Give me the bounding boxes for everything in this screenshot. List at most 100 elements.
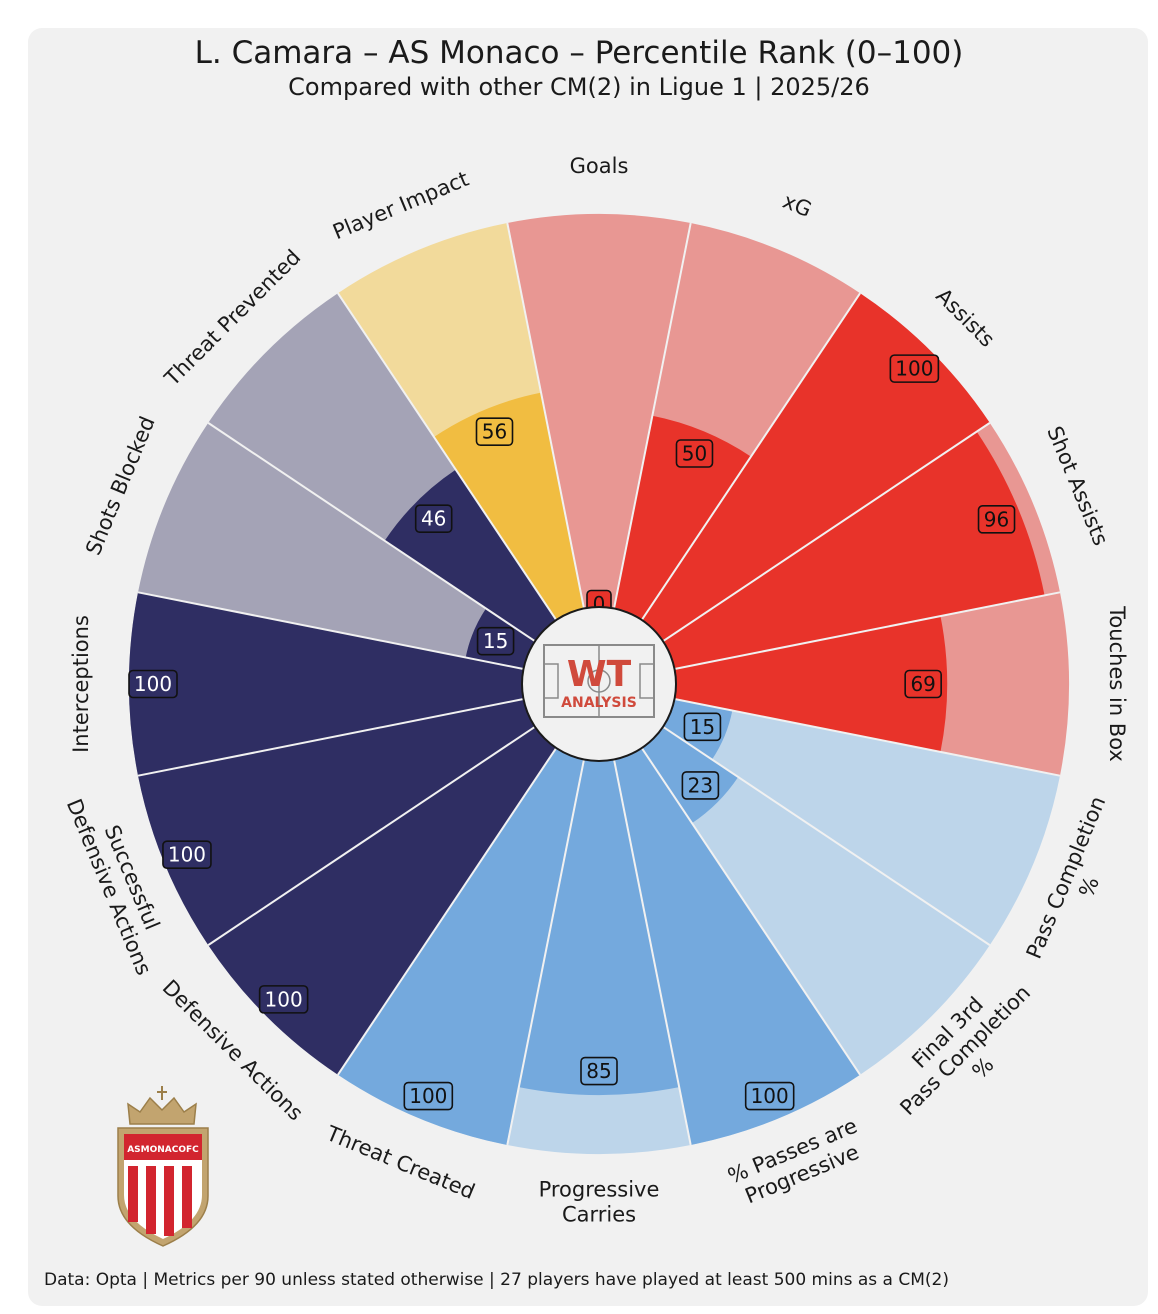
value-label-text: 56 xyxy=(482,420,507,444)
divider-line xyxy=(137,591,524,670)
metric-label-threat-created: Threat Created xyxy=(322,1121,478,1204)
value-label-box xyxy=(744,1081,795,1111)
divider-line xyxy=(674,591,1061,670)
value-label-text: 50 xyxy=(682,441,707,465)
value-label-shot-assists: 96 xyxy=(977,505,1016,534)
metric-label-line: Progressive xyxy=(539,1178,660,1202)
wedge-dividers xyxy=(137,222,1061,1146)
metric-label-shots-blocked: Shots Blocked xyxy=(81,413,160,559)
value-label-interceptions: 100 xyxy=(128,669,178,699)
value-label-text: 100 xyxy=(265,987,303,1011)
value-label-threat-created: 100 xyxy=(403,1081,454,1111)
bar-touches-in-box xyxy=(674,616,948,752)
metric-label-touches-in-box: Touches in Box xyxy=(1105,605,1129,762)
value-label-box xyxy=(414,504,453,533)
divider-line xyxy=(613,759,692,1146)
value-label-box xyxy=(162,840,212,869)
bg-wedge-goals xyxy=(507,214,691,609)
divider-line xyxy=(613,222,692,609)
divider-line xyxy=(640,292,861,621)
bg-wedge-pass-completion xyxy=(663,699,1060,946)
value-label-box xyxy=(904,669,942,699)
value-label-text: 15 xyxy=(483,629,508,653)
bar-successful-defensive-actions xyxy=(138,699,535,946)
value-label-progressive-carries: 85 xyxy=(580,1056,618,1086)
metric-label-line: Threat Created xyxy=(322,1121,478,1204)
value-label-box xyxy=(675,439,714,468)
metric-label-line: Touches in Box xyxy=(1105,605,1129,762)
divider-line xyxy=(337,292,558,621)
value-label-text: 96 xyxy=(984,507,1009,531)
logo-wt-text: WT xyxy=(567,654,632,695)
value-label-touches-in-box: 69 xyxy=(904,669,942,699)
value-label-box xyxy=(128,669,178,699)
bar-threat-created xyxy=(337,748,584,1145)
crest-text: ASMONACOFC xyxy=(127,1145,199,1155)
value-label-box xyxy=(977,505,1016,534)
footer-note: Data: Opta | Metrics per 90 unless state… xyxy=(44,1270,949,1290)
bar-progressive-carries xyxy=(518,759,680,1096)
value-label-box xyxy=(681,771,720,800)
value-label-text: 15 xyxy=(690,715,715,739)
bar-player-impact xyxy=(433,392,584,620)
metric-label-line: Player Impact xyxy=(329,167,472,245)
as-monaco-crest: ASMONACOFC xyxy=(117,1086,209,1247)
value-label-pass-completion: 15 xyxy=(683,712,722,742)
metric-label-xg: xG xyxy=(779,189,815,222)
divider-line xyxy=(207,725,536,946)
metric-label-shot-assists: Shot Assists xyxy=(1042,423,1113,549)
divider-line xyxy=(506,222,585,609)
metric-label-line: Goals xyxy=(570,154,629,178)
value-label-box xyxy=(475,417,514,447)
value-label-assists: 100 xyxy=(889,354,940,383)
metric-label-line: Carries xyxy=(562,1203,636,1227)
value-label-text: 23 xyxy=(688,773,713,797)
divider-line xyxy=(337,747,558,1076)
logo-analysis-text: ANALYSIS xyxy=(561,695,637,711)
bg-wedge-final-3rd-pass-completion xyxy=(641,726,990,1075)
value-label-threat-prevented: 46 xyxy=(414,504,453,533)
value-label-box xyxy=(889,354,940,383)
value-label-box xyxy=(258,985,309,1014)
value-label-text: 85 xyxy=(586,1059,611,1083)
value-label-successful-defensive-actions: 100 xyxy=(162,840,212,869)
chart-subtitle: Compared with other CM(2) in Ligue 1 | 2… xyxy=(288,73,870,101)
divider-line xyxy=(207,422,536,643)
divider-line xyxy=(662,725,991,946)
value-label-final-3rd-pass-completion: 23 xyxy=(681,771,720,800)
value-label-text: 100 xyxy=(895,357,933,381)
value-label-box xyxy=(476,626,515,656)
value-label-shots-blocked: 15 xyxy=(476,626,515,656)
value-label-xg: 50 xyxy=(675,439,714,468)
divider-line xyxy=(662,422,991,643)
divider-line xyxy=(674,698,1061,777)
metric-label-interceptions: Interceptions xyxy=(69,615,93,753)
value-label-box xyxy=(683,712,722,742)
metric-label-line: xG xyxy=(779,189,815,222)
metric-label-assists: Assists xyxy=(931,284,999,352)
value-label-defensive-actions: 100 xyxy=(258,985,309,1014)
value-label-passes-are-progressive: 100 xyxy=(744,1081,795,1111)
value-label-text: 46 xyxy=(421,507,446,531)
bar-interceptions xyxy=(128,592,524,776)
value-label-text: 100 xyxy=(134,672,172,696)
value-label-text: 100 xyxy=(168,843,206,867)
value-label-text: 69 xyxy=(910,672,935,696)
bar-shot-assists xyxy=(663,431,1045,669)
value-label-box xyxy=(580,1056,618,1086)
metric-label-player-impact: Player Impact xyxy=(329,167,472,245)
value-label-player-impact: 56 xyxy=(475,417,514,447)
bg-wedge-shots-blocked xyxy=(138,422,535,669)
metric-label-line: Shots Blocked xyxy=(81,413,160,559)
value-label-box xyxy=(403,1081,454,1111)
divider-line xyxy=(506,759,585,1146)
metric-label-line: Interceptions xyxy=(69,615,93,753)
divider-line xyxy=(137,698,524,777)
value-label-text: 100 xyxy=(409,1084,447,1108)
bar-passes-are-progressive xyxy=(614,748,861,1145)
metric-label-goals: Goals xyxy=(570,154,629,178)
divider-line xyxy=(640,747,861,1076)
